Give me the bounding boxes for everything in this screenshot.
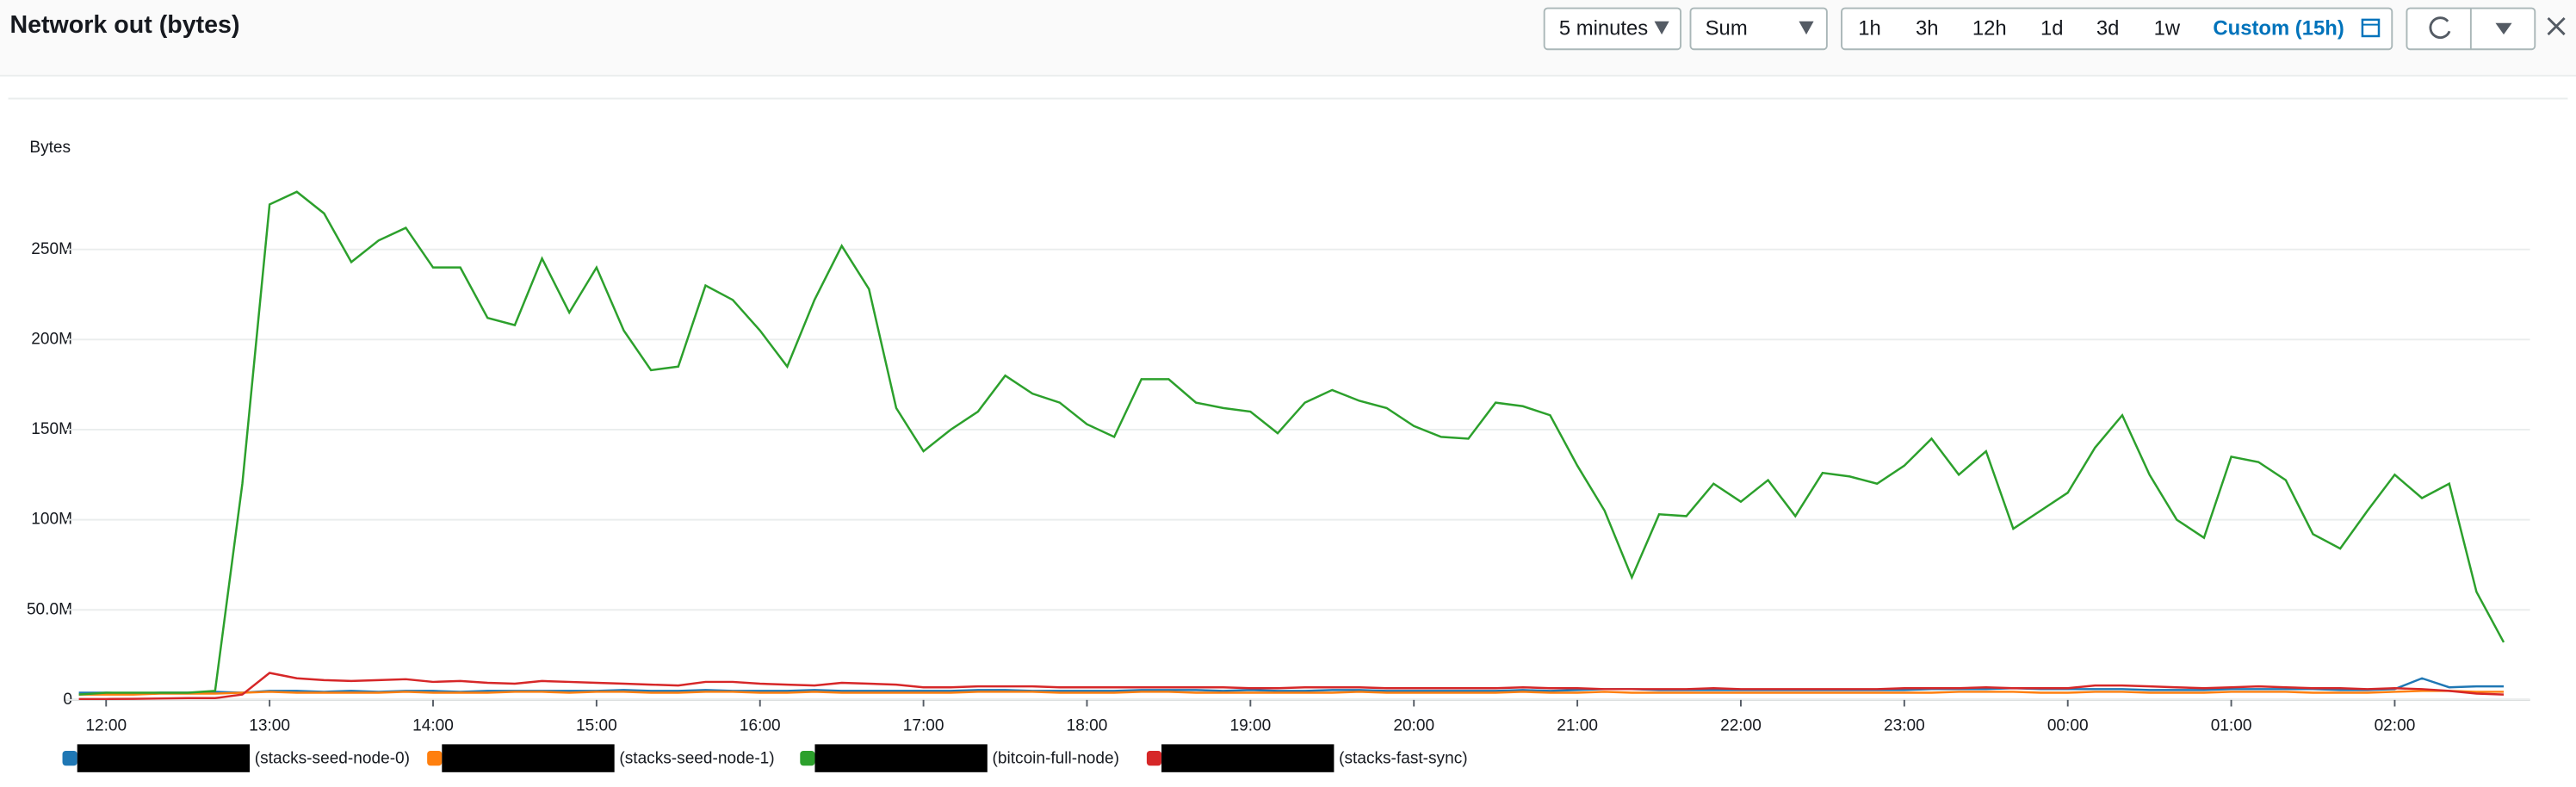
dropdown-arrow (1799, 21, 1814, 35)
custom-range[interactable]: Custom (15h) (2213, 17, 2344, 40)
x-tick-label: 01:00 (2211, 716, 2252, 734)
x-tick-label: 02:00 (2375, 716, 2416, 734)
legend-label: (stacks-fast-sync) (1339, 750, 1467, 768)
series-line (78, 677, 2505, 695)
redacted-box (814, 744, 988, 772)
series-line (78, 190, 2505, 696)
y-tick-label: 100M (31, 511, 72, 529)
x-tick-label: 14:00 (412, 716, 454, 734)
chart-title: Network out (bytes) (9, 11, 239, 39)
y-tick-label: 150M (31, 420, 72, 438)
range-button[interactable]: 1h (1858, 17, 1881, 40)
statistic-label: Sum (1706, 17, 1748, 40)
legend-swatch (427, 751, 443, 766)
x-tick-label: 13:00 (249, 716, 290, 734)
legend-swatch (1146, 751, 1162, 766)
legend-label: (stacks-seed-node-1) (619, 750, 774, 768)
refresh-menu[interactable] (2495, 22, 2512, 35)
x-tick-label: 21:00 (1557, 716, 1598, 734)
series-line (78, 690, 2505, 696)
x-tick-label: 18:00 (1067, 716, 1108, 734)
period-select[interactable] (1543, 7, 1682, 51)
range-button[interactable]: 3h (1916, 17, 1939, 40)
y-tick-label: 250M (31, 240, 72, 258)
calendar-icon[interactable] (2361, 18, 2381, 38)
redacted-box (442, 744, 615, 772)
x-tick-label: 00:00 (2047, 716, 2089, 734)
range-group (1841, 7, 2393, 51)
x-tick-label: 16:00 (740, 716, 781, 734)
dropdown-arrow (1654, 21, 1669, 35)
x-tick-label: 12:00 (85, 716, 127, 734)
range-button[interactable]: 1d (2040, 17, 2064, 40)
close-button[interactable] (2547, 16, 2566, 36)
y-axis-label: Bytes (29, 139, 71, 157)
x-tick-label: 23:00 (1884, 716, 1925, 734)
refresh-icon[interactable] (2429, 16, 2451, 40)
range-button[interactable]: 12h (1972, 17, 2007, 40)
redacted-box (77, 744, 251, 772)
x-tick-label: 17:00 (903, 716, 944, 734)
y-tick-label: 200M (31, 330, 72, 348)
period-label: 5 minutes (1559, 17, 1648, 40)
y-tick-label: 50.0M (27, 600, 72, 618)
statistic-select[interactable] (1689, 7, 1828, 51)
x-tick-label: 20:00 (1393, 716, 1434, 734)
x-tick-label: 15:00 (576, 716, 617, 734)
range-button[interactable]: 3d (2096, 17, 2120, 40)
legend-label: (stacks-seed-node-0) (255, 750, 410, 768)
legend-swatch (62, 751, 77, 766)
range-button[interactable]: 1w (2154, 17, 2181, 40)
x-tick-label: 19:00 (1229, 716, 1271, 734)
legend-label: (bitcoin-full-node) (993, 750, 1119, 768)
legend-swatch (800, 751, 815, 766)
x-tick-label: 22:00 (1720, 716, 1762, 734)
series-line (78, 672, 2505, 701)
redacted-box (1161, 744, 1334, 772)
